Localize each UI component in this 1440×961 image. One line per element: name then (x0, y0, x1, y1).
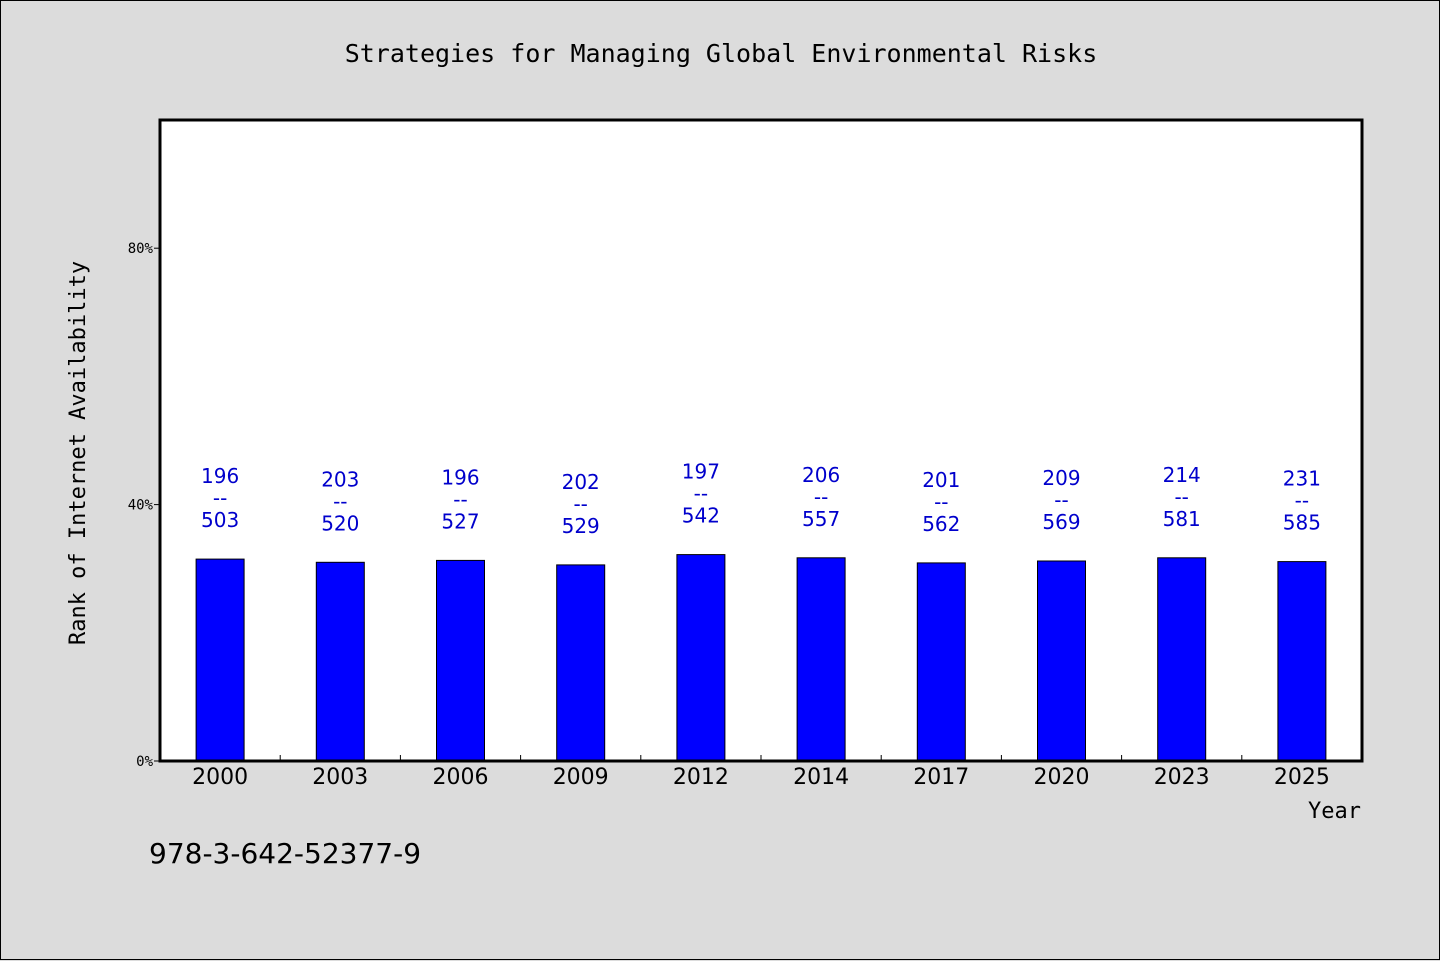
y-axis: 0% 40% 80% (128, 241, 160, 770)
bar-2020 (1037, 560, 1086, 762)
x-axis-label: Year (1308, 799, 1361, 824)
bar-label-top-2020: 209 (1042, 466, 1080, 490)
bar-label-top-2025: 231 (1283, 467, 1321, 491)
x-tick-label-2020: 2020 (1034, 765, 1090, 790)
bar-label-sep-2017: -- (934, 490, 948, 514)
bar-label-top-2014: 206 (802, 463, 840, 487)
bar-label-top-2003: 203 (321, 467, 359, 491)
bar-2000 (195, 558, 245, 762)
bar-2006 (436, 559, 485, 762)
x-tick-label-2017: 2017 (913, 765, 969, 790)
bar-label-bottom-2006: 527 (441, 509, 479, 533)
bar-label-bottom-2023: 581 (1163, 507, 1201, 531)
x-axis: 2000 2003 2006 2009 2012 2014 2017 2020 2023 2025 (192, 755, 1330, 790)
bar-label-bottom-2020: 569 (1042, 510, 1080, 534)
bar-label-top-2017: 201 (922, 468, 960, 492)
bar-labels-layer: 196--503203--520196--527202--529197--542… (201, 460, 1321, 538)
x-tick-label-2023: 2023 (1154, 765, 1210, 790)
bars-layer (195, 554, 1327, 762)
bar-2025 (1277, 561, 1327, 762)
y-tick-label-80: 80% (128, 241, 154, 257)
bar-2023 (1157, 557, 1207, 762)
bar-label-top-2000: 196 (201, 464, 239, 488)
x-tick-label-2006: 2006 (433, 765, 489, 790)
bar-label-bottom-2017: 562 (922, 512, 960, 536)
bar-label-sep-2012: -- (694, 482, 708, 506)
bar-label-sep-2006: -- (453, 487, 467, 511)
bar-2009 (556, 564, 606, 762)
x-tick-label-2014: 2014 (793, 765, 849, 790)
y-tick-label-40: 40% (128, 498, 154, 514)
bar-label-bottom-2014: 557 (802, 507, 840, 531)
bar-2012 (676, 554, 726, 762)
bar-2017 (916, 562, 966, 762)
x-tick-label-2009: 2009 (553, 765, 609, 790)
x-tick-label-2000: 2000 (192, 765, 248, 790)
bar-label-sep-2023: -- (1174, 485, 1188, 509)
bar-label-top-2023: 214 (1163, 463, 1201, 487)
bar-label-sep-2020: -- (1054, 488, 1068, 512)
chart-title: Strategies for Managing Global Environme… (345, 39, 1098, 68)
footer-code: 978-3-642-52377-9 (149, 837, 421, 870)
x-tick-label-2025: 2025 (1274, 765, 1330, 790)
bar-label-sep-2025: -- (1295, 489, 1309, 513)
x-tick-label-2012: 2012 (673, 765, 729, 790)
bar-label-top-2006: 196 (441, 465, 479, 489)
bar-label-top-2012: 197 (682, 460, 720, 484)
bar-label-bottom-2000: 503 (201, 508, 239, 532)
bar-2014 (796, 557, 846, 762)
bar-label-top-2009: 202 (562, 470, 600, 494)
bar-label-sep-2003: -- (333, 489, 347, 513)
y-tick-label-0: 0% (136, 754, 153, 770)
bar-label-sep-2009: -- (573, 492, 587, 516)
y-axis-label: Rank of Internet Availability (66, 261, 91, 645)
plot-border (158, 118, 1364, 763)
bar-label-bottom-2003: 520 (321, 511, 359, 535)
x-tick-label-2003: 2003 (312, 765, 368, 790)
bar-2003 (315, 561, 365, 762)
bar-label-sep-2000: -- (213, 486, 227, 510)
bar-label-bottom-2012: 542 (682, 504, 720, 528)
bar-label-bottom-2009: 529 (562, 514, 600, 538)
bar-label-sep-2014: -- (814, 485, 828, 509)
bar-label-bottom-2025: 585 (1283, 511, 1321, 535)
